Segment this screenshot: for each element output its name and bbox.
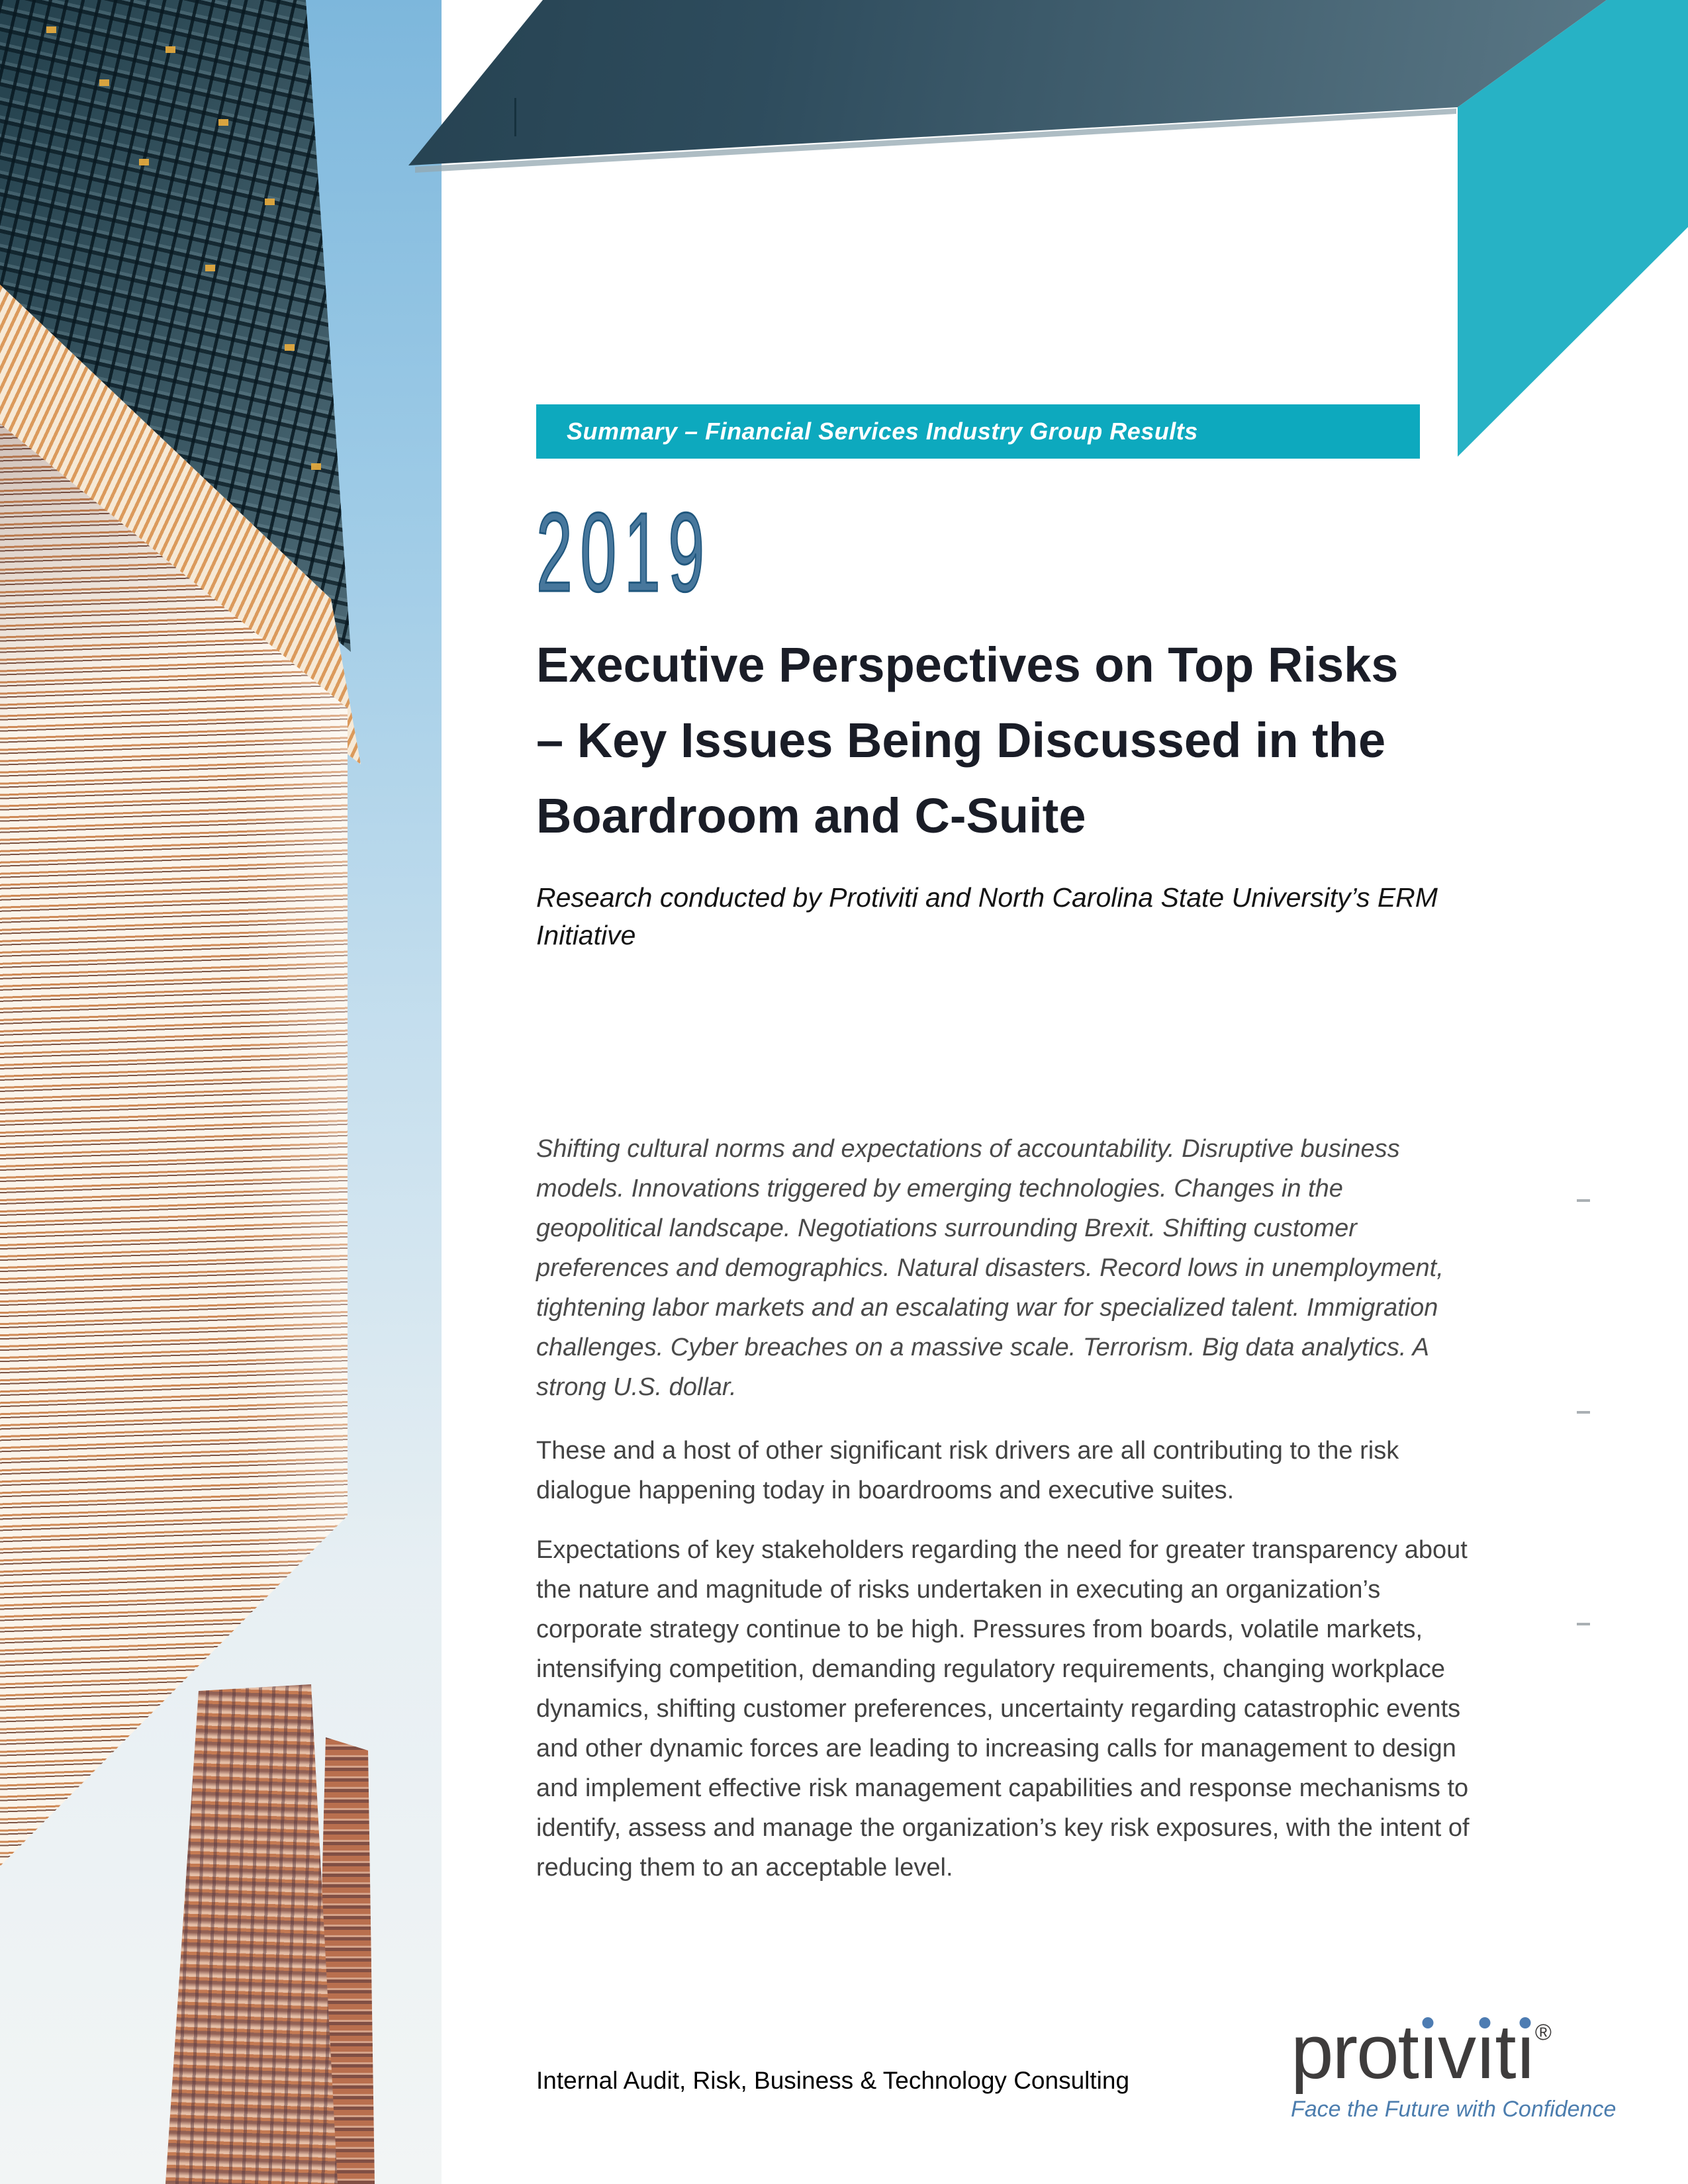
summary-banner: Summary – Financial Services Industry Gr… [536, 404, 1420, 459]
terracotta-tower [165, 1684, 338, 2184]
title-line: – Key Issues Being Discussed in the [536, 713, 1386, 768]
logo-i-blue-dot: ı [1475, 2009, 1496, 2095]
body-line: tightening labor markets and an escalati… [536, 1294, 1438, 1322]
research-subtitle: Research conducted by Protiviti and Nort… [536, 879, 1438, 954]
year-2019: 2019 [536, 490, 712, 615]
body-line: challenges. Cyber breaches on a massive … [536, 1334, 1429, 1361]
lit-window [285, 344, 295, 351]
lit-window [311, 463, 321, 470]
subtitle-line: Research conducted by Protiviti and Nort… [536, 882, 1438, 913]
body-line: the nature and magnitude of risks undert… [536, 1576, 1381, 1604]
banner-text: Summary – Financial Services Industry Gr… [567, 418, 1198, 445]
footer-consulting-line: Internal Audit, Risk, Business & Technol… [536, 2067, 1130, 2094]
expectations-paragraph: Expectations of key stakeholders regardi… [536, 1530, 1470, 1888]
registered-trademark-icon: ® [1534, 2020, 1552, 2045]
body-line: reducing them to an acceptable level. [536, 1854, 953, 1882]
body-line: intensifying competition, demanding regu… [536, 1655, 1445, 1683]
margin-dash [1577, 1623, 1590, 1625]
body-line: geopolitical landscape. Negotiations sur… [536, 1214, 1357, 1242]
lit-window [218, 119, 228, 126]
lit-window [99, 79, 109, 86]
lit-window [265, 199, 275, 205]
title-line: Executive Perspectives on Top Risks [536, 637, 1399, 692]
body-line: and other dynamic forces are leading to … [536, 1735, 1456, 1762]
body-line: models. Innovations triggered by emergin… [536, 1175, 1343, 1203]
report-title: Executive Perspectives on Top Risks – Ke… [536, 627, 1398, 854]
body-line: Expectations of key stakeholders regardi… [536, 1536, 1468, 1564]
lit-window [139, 159, 149, 165]
lit-window [165, 46, 175, 53]
city-photo [0, 0, 442, 2184]
lit-window [205, 265, 215, 271]
body-line: corporate strategy continue to be high. … [536, 1615, 1423, 1643]
striped-facade [0, 424, 348, 1866]
band-tick-mark [514, 98, 516, 136]
protiviti-logo: protıvıtı® Face the Future with Confiden… [1291, 2009, 1617, 2122]
protiviti-wordmark: protıvıtı® [1291, 2009, 1569, 2095]
body-line: strong U.S. dollar. [536, 1373, 737, 1401]
lit-window [46, 26, 56, 33]
logo-tagline: Face the Future with Confidence [1291, 2096, 1617, 2122]
margin-dash [1577, 1411, 1590, 1414]
body-line: and implement effective risk management … [536, 1774, 1469, 1802]
title-line: Boardroom and C-Suite [536, 788, 1086, 843]
risk-drivers-paragraph: These and a host of other significant ri… [536, 1431, 1399, 1510]
body-line: dynamics, shifting customer preferences,… [536, 1695, 1461, 1723]
intro-paragraph-italic: Shifting cultural norms and expectations… [536, 1129, 1444, 1407]
subtitle-line: Initiative [536, 920, 636, 950]
logo-text-part: v [1438, 2009, 1476, 2095]
body-line: Shifting cultural norms and expectations… [536, 1135, 1400, 1163]
logo-i-blue-dot: ı [1515, 2009, 1536, 2095]
logo-i-blue-dot: ı [1417, 2009, 1439, 2095]
body-line: These and a host of other significant ri… [536, 1437, 1399, 1465]
logo-text-part: t [1495, 2009, 1516, 2095]
body-line: identify, assess and manage the organiza… [536, 1814, 1470, 1842]
body-line: preferences and demographics. Natural di… [536, 1254, 1444, 1282]
logo-text-part: prot [1291, 2009, 1419, 2095]
body-line: dialogue happening today in boardrooms a… [536, 1477, 1235, 1504]
margin-dash [1577, 1199, 1590, 1202]
